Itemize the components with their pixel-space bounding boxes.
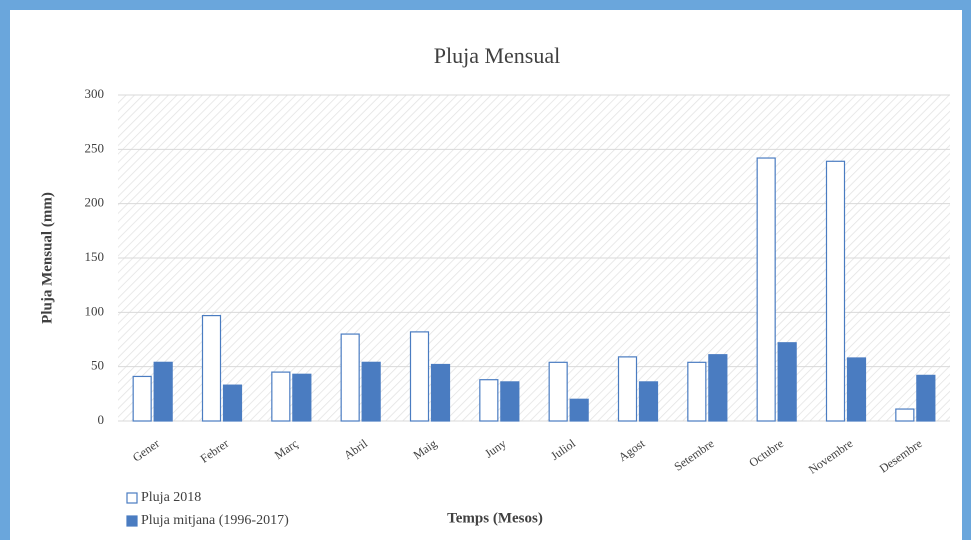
chart-title: Pluja Mensual: [434, 43, 561, 68]
y-tick-label: 200: [85, 195, 105, 210]
legend-label: Pluja 2018: [141, 490, 201, 505]
bar: [479, 379, 499, 422]
bar: [132, 375, 152, 422]
y-tick-label: 300: [85, 86, 105, 101]
bar: [617, 356, 638, 422]
bar: [708, 354, 728, 422]
bar: [430, 363, 451, 422]
bar: [361, 361, 381, 422]
bar: [825, 160, 846, 422]
bar: [638, 381, 659, 422]
legend-label: Pluja mitjana (1996-2017): [141, 513, 289, 528]
y-tick-label: 150: [85, 249, 105, 264]
bar: [340, 333, 360, 422]
bar: [153, 361, 173, 422]
x-axis-title: Temps (Mesos): [447, 510, 543, 526]
y-tick-label: 250: [85, 140, 105, 155]
bar: [756, 157, 776, 422]
bar: [500, 381, 520, 422]
y-axis-title: Pluja Mensual (mm): [39, 192, 55, 324]
bar: [687, 361, 707, 422]
bar: [569, 398, 589, 422]
legend-swatch: [126, 492, 138, 504]
bar: [409, 331, 430, 422]
bar: [777, 342, 797, 422]
legend-swatch: [126, 515, 138, 527]
bar: [846, 357, 867, 422]
bar: [916, 374, 936, 422]
bar: [271, 371, 291, 422]
bar: [292, 373, 312, 422]
y-tick-label: 100: [85, 303, 105, 318]
bar: [895, 408, 915, 422]
bar: [548, 361, 568, 422]
y-tick-label: 50: [91, 358, 104, 373]
bar: [201, 314, 222, 422]
bar: [222, 384, 243, 422]
y-tick-label: 0: [98, 412, 105, 427]
